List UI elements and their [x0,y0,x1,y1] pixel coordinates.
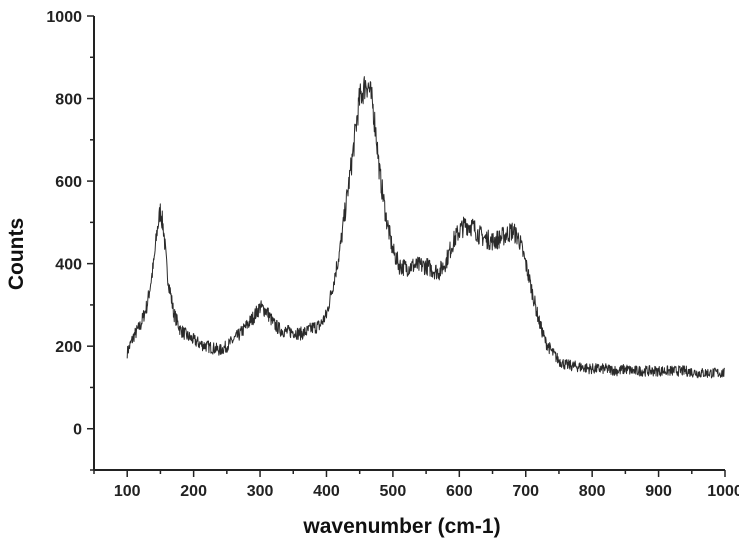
x-tick-label: 500 [380,483,407,500]
x-tick-label: 300 [247,483,274,500]
y-axis-title: Counts [5,218,28,290]
x-axis-title: wavenumber (cm-1) [302,515,500,538]
y-tick-label: 400 [55,257,82,274]
series-line [126,76,726,379]
y-tick-label: 1000 [46,9,82,26]
x-tick-label: 200 [180,483,207,500]
x-ticks: 100 200 300 400 500 600 700 800 900 1000 [93,470,739,500]
x-tick-label: 400 [313,483,340,500]
y-tick-label: 800 [55,92,82,109]
x-tick-label: 800 [579,483,606,500]
y-tick-label: 600 [55,174,82,191]
y-tick-label: 200 [55,339,82,356]
y-ticks: 0 200 400 600 800 1000 [46,9,94,471]
x-tick-label: 700 [512,483,539,500]
y-tick-label: 0 [73,422,82,439]
plot-area: 0 200 400 600 800 1000 100 200 300 400 500 600 700 8… [46,9,739,500]
series-group [126,76,726,379]
x-tick-label: 1000 [707,483,739,500]
x-tick-label: 100 [114,483,141,500]
x-tick-label: 900 [645,483,672,500]
x-tick-label: 600 [446,483,473,500]
